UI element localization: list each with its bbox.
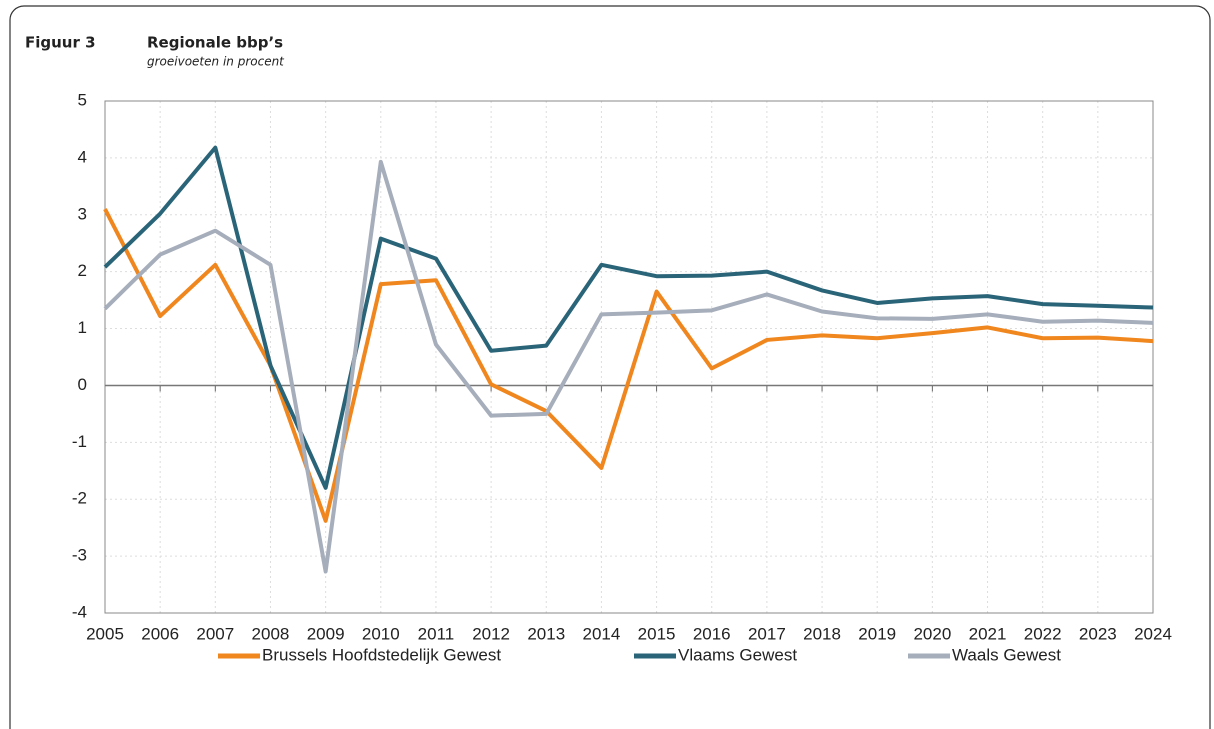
figure-label: Figuur 3 [25,34,96,52]
y-tick-label: -1 [72,432,87,451]
y-tick-label: 4 [78,147,87,166]
x-tick-label: 2007 [196,624,234,643]
x-tick-label: 2015 [638,624,676,643]
series-line [103,208,1154,523]
y-tick-label: -3 [72,546,87,565]
x-tick-label: 2021 [969,624,1007,643]
x-tick-label: 2013 [527,624,565,643]
x-tick-label: 2022 [1024,624,1062,643]
x-tick-label: 2024 [1134,624,1172,643]
legend-label: Vlaams Gewest [678,645,797,664]
x-tick-label: 2016 [693,624,731,643]
y-tick-label: 2 [78,261,87,280]
x-tick-label: 2010 [362,624,400,643]
chart-subtitle: groeivoeten in procent [147,55,285,69]
series-line [103,159,1154,574]
y-tick-label: -2 [72,489,87,508]
x-tick-label: 2011 [418,624,455,643]
legend-label: Waals Gewest [952,645,1061,664]
y-tick-label: 1 [78,318,87,337]
x-tick-label: 2009 [307,624,345,643]
plot-border [104,100,1154,614]
x-tick-label: 2005 [86,624,124,643]
y-tick-label: 0 [78,375,87,394]
x-tick-label: 2014 [583,624,621,643]
x-tick-label: 2019 [858,624,896,643]
legend-label: Brussels Hoofdstedelijk Gewest [262,645,501,664]
chart-title: Regionale bbp’s [147,34,283,52]
y-tick-label: -4 [72,602,87,621]
x-tick-label: 2023 [1079,624,1117,643]
series-line [103,145,1154,490]
x-tick-label: 2012 [472,624,510,643]
y-tick-label: 5 [78,90,87,109]
y-tick-label: 3 [78,204,87,223]
x-tick-label: 2017 [748,624,786,643]
x-tick-label: 2006 [141,624,179,643]
x-tick-label: 2008 [252,624,290,643]
x-tick-label: 2018 [803,624,841,643]
frame [9,5,1211,729]
x-tick-label: 2020 [913,624,951,643]
